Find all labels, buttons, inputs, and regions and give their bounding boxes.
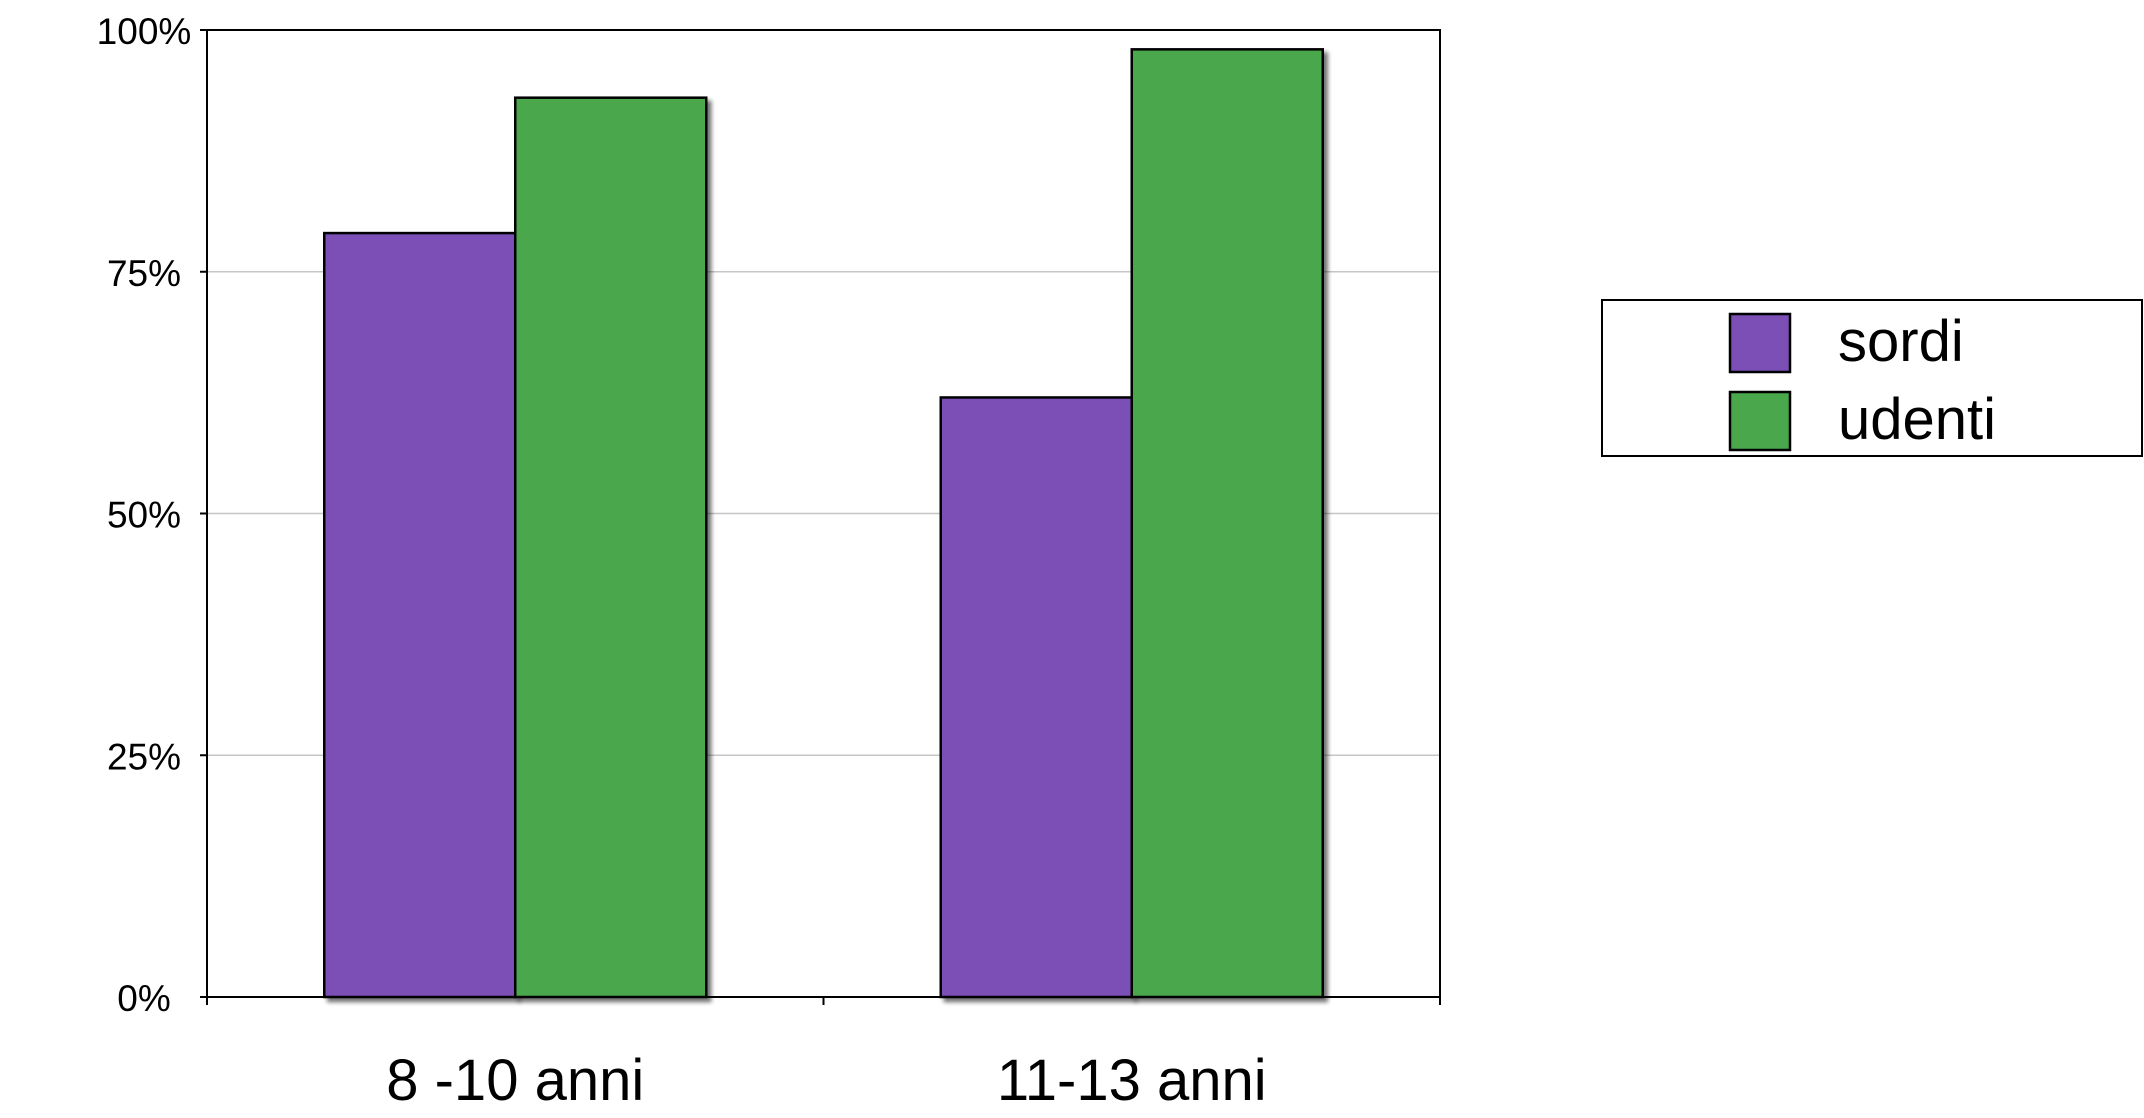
bar-udenti-0 xyxy=(514,96,708,999)
x-tick-label-1: 11-13 anni xyxy=(997,1048,1267,1113)
y-tick-label-4: 100% xyxy=(97,11,192,52)
tick-labels: 0% 25% 50% 75% 100% 8 -10 anni 11-13 anni xyxy=(97,11,1267,1113)
legend-box xyxy=(1601,299,2143,457)
x-tick-label-0: 8 -10 anni xyxy=(386,1048,644,1113)
legend-swatch-udenti xyxy=(1728,390,1792,452)
bar-sordi-1 xyxy=(939,396,1133,999)
bar-sordi-0 xyxy=(323,231,517,999)
legend: sordi udenti xyxy=(1601,299,2143,457)
legend-label-sordi: sordi xyxy=(1838,309,1964,374)
y-tick-label-2: 50% xyxy=(107,495,181,536)
y-tick-label-0: 0% xyxy=(117,978,170,1019)
y-tick-label-1: 25% xyxy=(107,736,181,777)
y-tick-label-3: 75% xyxy=(107,253,181,294)
legend-swatch-sordi xyxy=(1728,312,1792,374)
bars xyxy=(323,48,1324,999)
legend-label-udenti: udenti xyxy=(1838,387,1996,452)
axes xyxy=(200,29,1441,1005)
bar-udenti-1 xyxy=(1130,48,1324,999)
